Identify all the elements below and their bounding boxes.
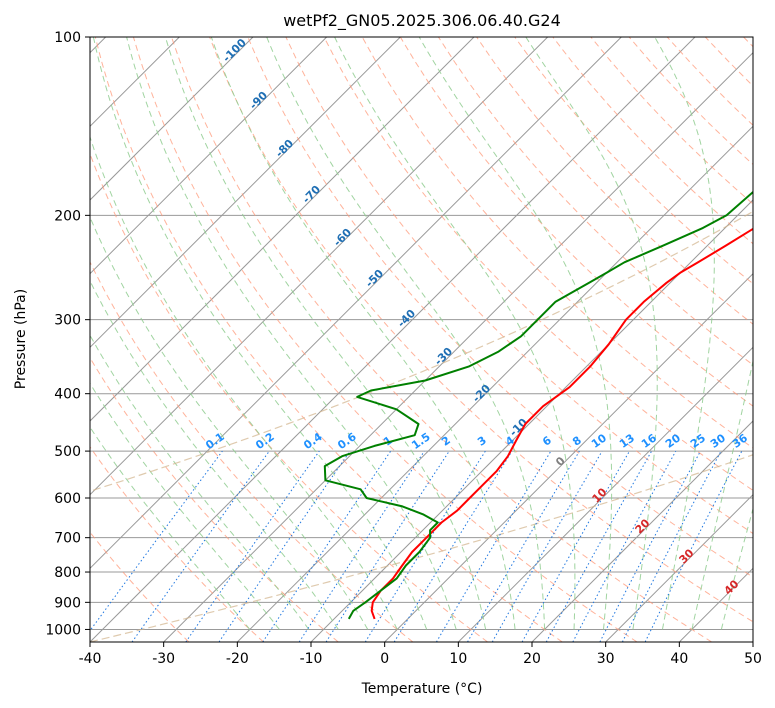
- moist-adiabat-line: [90, 135, 398, 630]
- moist-adiabat-line: [210, 37, 516, 630]
- mixing-ratio-line: [218, 450, 351, 642]
- moist-adiabat-line: [266, 37, 546, 630]
- y-tick-label: 1000: [45, 622, 81, 638]
- moist-adiabat-line: [720, 506, 753, 630]
- isotherm-line: [90, 37, 622, 570]
- isotherm-line: [236, 125, 753, 642]
- background-lines: [90, 37, 753, 642]
- isotherm-line: [163, 51, 753, 642]
- dry-adiabat-line: [209, 37, 753, 623]
- dry-adiabat-line: [323, 37, 753, 491]
- mixing-ratio-line: [262, 450, 392, 642]
- mixing-ratio-line: [325, 450, 450, 642]
- isotherm-line: [384, 272, 753, 642]
- profile-series: [323, 190, 753, 620]
- x-tick-label: 20: [523, 651, 541, 667]
- y-tick-label: 100: [54, 30, 81, 46]
- isotherm-line: [90, 37, 549, 496]
- mixing-ratio-line: [131, 450, 270, 642]
- dry-adiabat-line: [247, 37, 753, 578]
- moist-adiabat-line: [90, 382, 280, 630]
- mixing-ratio-line: [298, 450, 425, 642]
- dry-adiabat-line: [285, 37, 753, 535]
- dry-adiabat-line: [90, 356, 339, 642]
- moist-adiabat-line: [418, 37, 613, 630]
- moist-adiabat-line: [90, 279, 339, 630]
- chart-title: wetPf2_GN05.2025.306.06.40.G24: [283, 11, 561, 31]
- y-tick-label: 300: [54, 313, 81, 329]
- isotherm-line: [531, 420, 753, 642]
- x-tick-label: -20: [226, 651, 249, 667]
- y-axis-title: Pressure (hPa): [13, 289, 29, 389]
- dry-adiabat-line: [90, 260, 414, 642]
- moist-adiabat-line: [90, 426, 251, 630]
- axes: -40 -30 -20 -10 0 10 20 30 40 50 100 200 300 400 500 60…: [45, 30, 762, 667]
- isotherm-line: [605, 493, 753, 642]
- x-tick-label: -40: [79, 651, 102, 667]
- isotherm-line: [457, 346, 753, 642]
- y-tick-label: 200: [54, 208, 81, 224]
- y-tick-label: 800: [54, 565, 81, 581]
- moist-adiabat-line: [525, 37, 658, 630]
- mixing-ratio-line: [393, 450, 513, 642]
- x-tick-label: 40: [670, 651, 688, 667]
- dry-adiabat-line: [171, 37, 712, 642]
- x-tick-label: 50: [744, 651, 762, 667]
- background-curve: [90, 210, 753, 492]
- background-curve: [90, 454, 753, 642]
- x-tick-label: -10: [300, 651, 323, 667]
- moist-adiabat-line: [334, 37, 576, 630]
- isotherm-line: [90, 37, 401, 349]
- y-tick-label: 700: [54, 531, 81, 547]
- moist-adiabat-line: [164, 37, 487, 630]
- y-tick-label: 500: [54, 444, 81, 460]
- moist-adiabat-line: [654, 37, 715, 630]
- x-tick-label: -30: [152, 651, 175, 667]
- isotherm-line: [90, 37, 328, 275]
- dry-adiabat-line: [94, 37, 563, 642]
- x-axis-title: Temperature (°C): [361, 681, 483, 697]
- moist-adiabat-line: [90, 215, 369, 630]
- mixing-ratio-line: [545, 450, 653, 642]
- y-tick-label: 600: [54, 491, 81, 507]
- temperature-profile-line: [370, 227, 753, 620]
- dry-adiabat-line: [90, 446, 264, 642]
- isotherm-line: [90, 37, 254, 201]
- x-tick-label: 10: [449, 651, 467, 667]
- isotherm-line: [90, 37, 475, 422]
- moist-adiabat-line: [90, 334, 310, 630]
- dewpoint-profile-line: [323, 190, 753, 620]
- dry-adiabat-line: [514, 37, 753, 285]
- mixing-ratio-line: [521, 450, 630, 642]
- moist-adiabat-line: [126, 37, 457, 630]
- mixing-ratio-line: [185, 450, 320, 642]
- mixing-ratio-line: [644, 450, 743, 642]
- plot-frame: [89, 36, 754, 643]
- dry-adiabat-line: [476, 37, 753, 325]
- mixing-ratio-line: [572, 450, 677, 642]
- moist-adiabat-line: [691, 358, 753, 630]
- isotherm-line: [90, 37, 696, 642]
- mixing-ratio-line: [90, 450, 223, 632]
- x-tick-label: 0: [380, 651, 389, 667]
- y-tick-label: 400: [54, 387, 81, 403]
- y-tick-label: 900: [54, 595, 81, 611]
- x-tick-label: 30: [597, 651, 615, 667]
- moist-adiabat-line: [92, 37, 428, 630]
